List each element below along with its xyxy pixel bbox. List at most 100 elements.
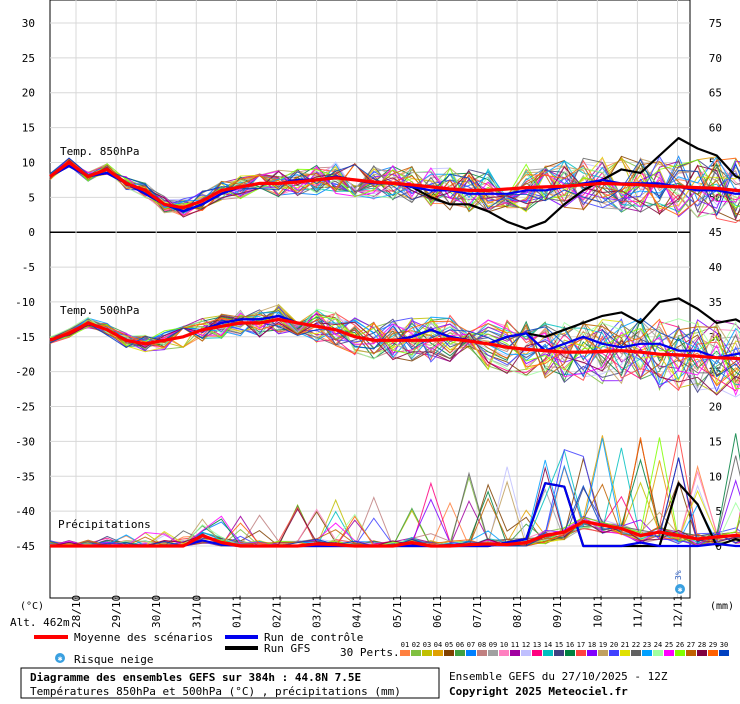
pert-t850-line xyxy=(49,155,740,209)
right-tick-label: 70 xyxy=(709,52,722,65)
pert-t850-line xyxy=(49,159,740,221)
x-date-label: 06/11 xyxy=(431,595,444,628)
series-t850-line-0 xyxy=(49,160,740,210)
snow-risk-icon: ✱ xyxy=(675,584,685,594)
left-tick-label: 15 xyxy=(22,122,35,135)
pert-swatch xyxy=(697,650,707,656)
x-date-label: 03/11 xyxy=(311,595,324,628)
altitude-label: Alt. 462m xyxy=(10,616,70,629)
pert-swatch xyxy=(664,650,674,656)
panel-label-t500: Temp. 500hPa xyxy=(60,304,139,317)
pert-swatch xyxy=(466,650,476,656)
left-tick-label: -25 xyxy=(15,401,35,414)
left-tick-label: 30 xyxy=(22,17,35,30)
left-tick-label: -10 xyxy=(15,296,35,309)
pert-number: 09 xyxy=(489,641,497,649)
left-tick-label: -35 xyxy=(15,470,35,483)
pert-swatch xyxy=(444,650,454,656)
x-date-label: 12/11 xyxy=(672,595,685,628)
pert-number: 26 xyxy=(676,641,684,649)
pert-number: 06 xyxy=(456,641,464,649)
legend-perts-label: 30 Perts. xyxy=(340,646,400,659)
pert-number: 28 xyxy=(698,641,706,649)
panel-label-t850: Temp. 850hPa xyxy=(60,145,139,158)
pert-number: 05 xyxy=(445,641,453,649)
pert-number: 03 xyxy=(423,641,431,649)
pert-t850-line xyxy=(49,159,740,217)
left-axis-ticks: 30 25 20 15 10 5 0 -5 -10 -15 -20 -25 -30 -35 -40 -45 xyxy=(15,17,35,553)
pert-number: 25 xyxy=(665,641,673,649)
pert-precip-line xyxy=(50,437,740,547)
perturbation-legend: 01 02 03 04 05 06 07 08 09 10 11 12 13 14 15 16 17 18 19 20… xyxy=(400,641,729,656)
pert-swatch xyxy=(521,650,531,656)
main-series-lines xyxy=(49,137,740,548)
pert-swatch xyxy=(532,650,542,656)
pert-swatch xyxy=(686,650,696,656)
pert-number: 07 xyxy=(467,641,475,649)
perturbation-lines xyxy=(49,155,740,547)
pert-swatch xyxy=(719,650,729,656)
pert-swatch xyxy=(499,650,509,656)
pert-swatch xyxy=(433,650,443,656)
x-date-label: 01/11 xyxy=(230,595,243,628)
pert-t500-line xyxy=(49,315,740,396)
footer-ensemble: Ensemble GEFS du 27/10/2025 - 12Z xyxy=(449,670,668,683)
pert-number: 18 xyxy=(588,641,596,649)
x-axis-dates: 28/10 29/10 30/10 31/10 01/11 02/11 03/11 04/11… xyxy=(70,595,685,628)
series-precip-line-0 xyxy=(50,520,740,548)
pert-number: 29 xyxy=(709,641,717,649)
x-date-label: 09/11 xyxy=(551,595,564,628)
left-tick-label: 10 xyxy=(22,156,35,169)
left-unit-label: (°C) xyxy=(20,601,44,612)
right-tick-label: 20 xyxy=(709,401,722,414)
right-tick-label: 65 xyxy=(709,87,722,100)
snow-risk-pct: 3% xyxy=(674,570,683,580)
pert-number: 23 xyxy=(643,641,651,649)
right-tick-label: 75 xyxy=(709,17,722,30)
pert-number: 17 xyxy=(577,641,585,649)
pert-number: 01 xyxy=(401,641,409,649)
left-tick-label: 25 xyxy=(22,52,35,65)
pert-swatch xyxy=(565,650,575,656)
right-unit-label: (mm) xyxy=(710,601,734,612)
x-date-label: 30/10 xyxy=(150,595,163,628)
legend-gfs-label: Run GFS xyxy=(264,642,310,655)
left-tick-label: -20 xyxy=(15,366,35,379)
pert-precip-line xyxy=(49,464,740,547)
right-tick-label: 10 xyxy=(709,470,722,483)
svg-text:✱: ✱ xyxy=(678,585,683,594)
x-date-label: 11/11 xyxy=(631,595,644,628)
pert-swatch xyxy=(400,650,410,656)
pert-swatch xyxy=(620,650,630,656)
footer-title: Diagramme des ensembles GEFS sur 384h : … xyxy=(30,671,361,684)
right-tick-label: 35 xyxy=(709,296,722,309)
pert-number: 14 xyxy=(544,641,552,649)
pert-swatch xyxy=(422,650,432,656)
left-tick-label: 20 xyxy=(22,87,35,100)
right-tick-label: 60 xyxy=(709,122,722,135)
left-tick-label: -40 xyxy=(15,505,35,518)
svg-text:✱: ✱ xyxy=(58,654,63,663)
pert-swatch xyxy=(609,650,619,656)
left-tick-label: -5 xyxy=(22,261,35,274)
pert-number: 16 xyxy=(566,641,574,649)
series-t850-line-1 xyxy=(49,164,740,213)
pert-t500-line xyxy=(49,314,740,390)
left-tick-label: 0 xyxy=(28,226,35,239)
footer-copyright: Copyright 2025 Meteociel.fr xyxy=(449,685,628,698)
legend-snow-icon: ✱ xyxy=(55,653,65,663)
left-tick-label: -15 xyxy=(15,331,35,344)
pert-swatch xyxy=(631,650,641,656)
pert-number: 19 xyxy=(599,641,607,649)
pert-t500-line xyxy=(49,317,740,387)
x-date-label: 02/11 xyxy=(271,595,284,628)
pert-swatch xyxy=(510,650,520,656)
right-tick-label: 5 xyxy=(715,505,722,518)
series-t500-line-0 xyxy=(49,317,740,361)
pert-number: 22 xyxy=(632,641,640,649)
pert-swatch xyxy=(455,650,465,656)
pert-number: 02 xyxy=(412,641,420,649)
footer-box xyxy=(20,667,440,699)
x-date-label: 08/11 xyxy=(511,595,524,628)
right-tick-label: 45 xyxy=(709,226,722,239)
